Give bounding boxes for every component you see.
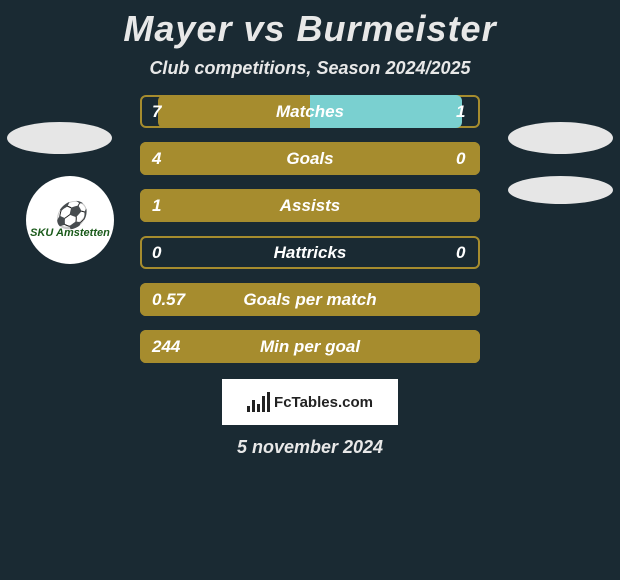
stat-value-left: 4 — [152, 149, 161, 169]
stat-label: Min per goal — [260, 337, 360, 357]
page-subtitle: Club competitions, Season 2024/2025 — [149, 58, 470, 79]
branding-badge[interactable]: FcTables.com — [222, 379, 398, 425]
stat-label: Goals — [286, 149, 333, 169]
stat-bar-left — [140, 142, 310, 175]
stat-value-left: 244 — [152, 337, 180, 357]
bars-icon — [247, 392, 270, 412]
infographic: Mayer vs Burmeister Club competitions, S… — [0, 0, 620, 580]
stat-row: Min per goal 244 — [0, 330, 620, 363]
stat-value-left: 0 — [152, 243, 161, 263]
stat-value-left: 1 — [152, 196, 161, 216]
stat-row: Assists 1 — [0, 189, 620, 222]
stat-label: Assists — [280, 196, 340, 216]
stat-bar-right — [310, 142, 480, 175]
stat-label: Goals per match — [243, 290, 376, 310]
stat-row: Matches 7 1 — [0, 95, 620, 128]
stat-value-left: 7 — [152, 102, 161, 122]
stat-value-left: 0.57 — [152, 290, 185, 310]
branding-label: FcTables.com — [274, 394, 373, 411]
stat-value-right: 0 — [456, 243, 465, 263]
footer-date: 5 november 2024 — [237, 437, 383, 458]
stat-label: Hattricks — [274, 243, 347, 263]
stat-row: Goals 4 0 — [0, 142, 620, 175]
stat-row: Hattricks 0 0 — [0, 236, 620, 269]
stat-value-right: 1 — [456, 102, 465, 122]
stat-row: Goals per match 0.57 — [0, 283, 620, 316]
stat-label: Matches — [276, 102, 344, 122]
stat-value-right: 0 — [456, 149, 465, 169]
page-title: Mayer vs Burmeister — [123, 8, 496, 50]
